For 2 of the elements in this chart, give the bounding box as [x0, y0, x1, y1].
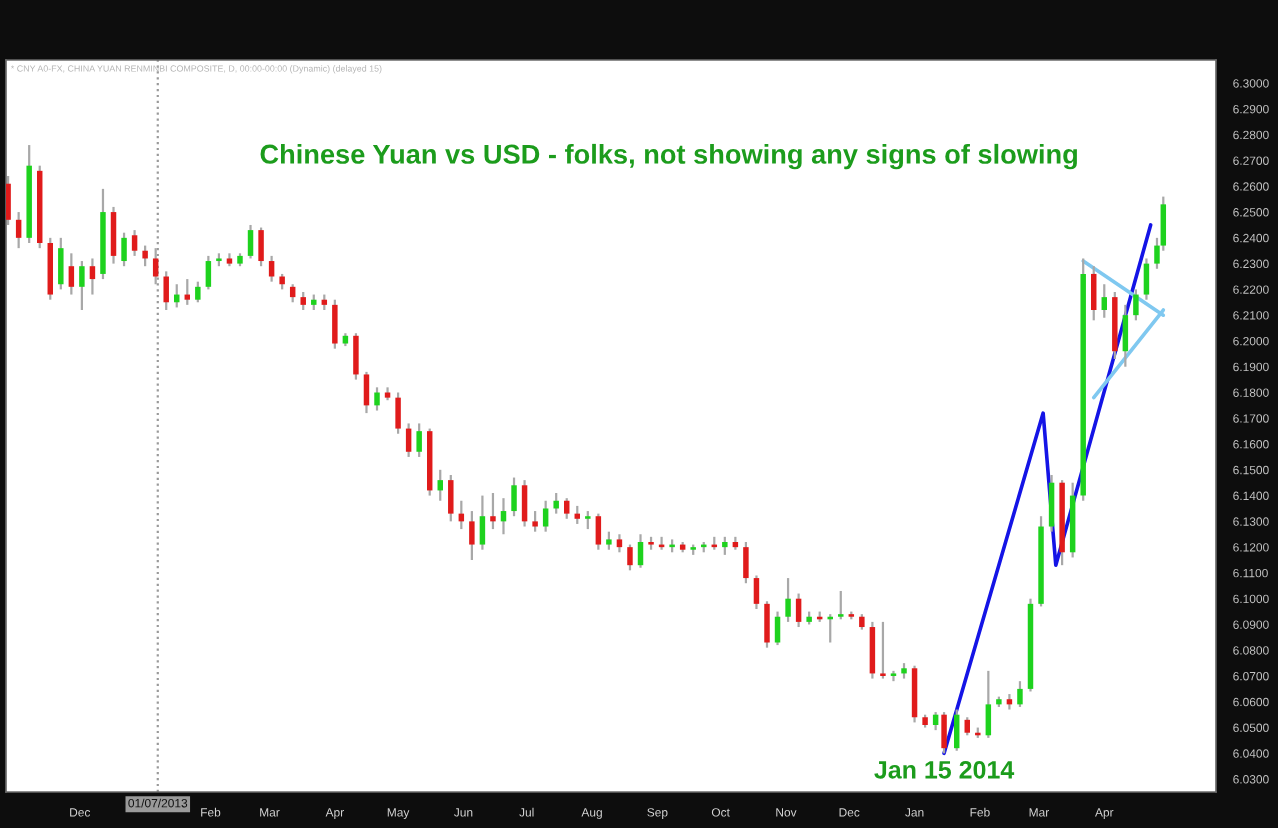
text: Chinese Yuan vs USD - folks, not showing any signs of slowing [260, 143, 1077, 170]
annotation: Jan 15 2014 [874, 760, 1015, 779]
